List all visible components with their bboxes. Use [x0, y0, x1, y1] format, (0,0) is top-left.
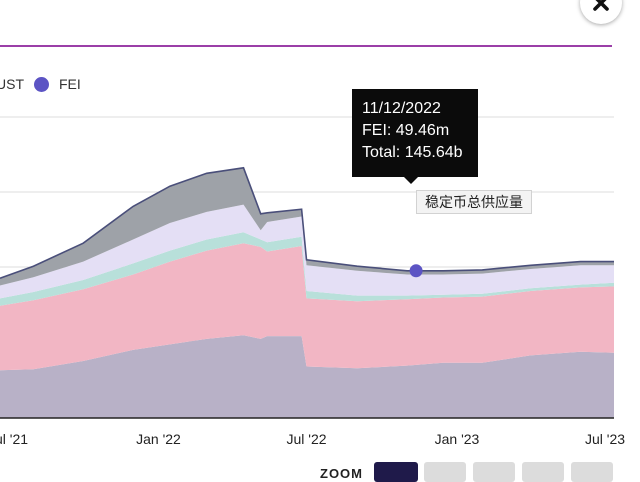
area-series-3 [0, 232, 614, 306]
highlight-point [409, 264, 423, 278]
area-series-5 [0, 167, 614, 286]
tooltip-date: 11/12/2022 [362, 100, 441, 117]
zoom-button-5[interactable] [571, 462, 613, 482]
x-tick-label: Jul '23 [585, 431, 625, 447]
close-icon [593, 0, 609, 11]
zoom-button-2[interactable] [424, 462, 466, 482]
total-outline [0, 166, 614, 279]
legend-label-fei[interactable]: FEI [59, 76, 81, 92]
tooltip-total-value: Total: 145.64b [362, 144, 463, 161]
legend-dot-fei [34, 76, 49, 92]
data-tooltip: 11/12/2022 FEI: 49.46m Total: 145.64b [352, 89, 478, 184]
x-tick-label: Jan '23 [435, 431, 480, 447]
zoom-button-3[interactable] [473, 462, 515, 482]
series-top-line [0, 166, 614, 279]
zoom-label: ZOOM [320, 466, 363, 481]
area-series-4 [0, 204, 614, 299]
area-series-2 [0, 243, 614, 371]
x-axis-ticks: Jul '21 Jan '22 Jul '22 Jan '23 Jul '23 [0, 431, 625, 447]
x-tick-label: Jan '22 [136, 431, 181, 447]
area-series-1 [0, 335, 614, 418]
area-series [0, 167, 614, 418]
hover-series-label: 稳定币总供应量 [416, 190, 532, 214]
tooltip-fei-value: FEI: 49.46m [362, 122, 450, 139]
legend-label-ust[interactable]: UST [0, 76, 24, 92]
x-tick-label: Jul '21 [0, 431, 28, 447]
chart-legend: UST FEI [0, 76, 81, 92]
x-tick-label: Jul '22 [286, 431, 326, 447]
header-divider [0, 45, 612, 47]
zoom-button-4[interactable] [522, 462, 564, 482]
zoom-button-1[interactable] [374, 462, 418, 482]
highlight-layer [409, 264, 423, 278]
